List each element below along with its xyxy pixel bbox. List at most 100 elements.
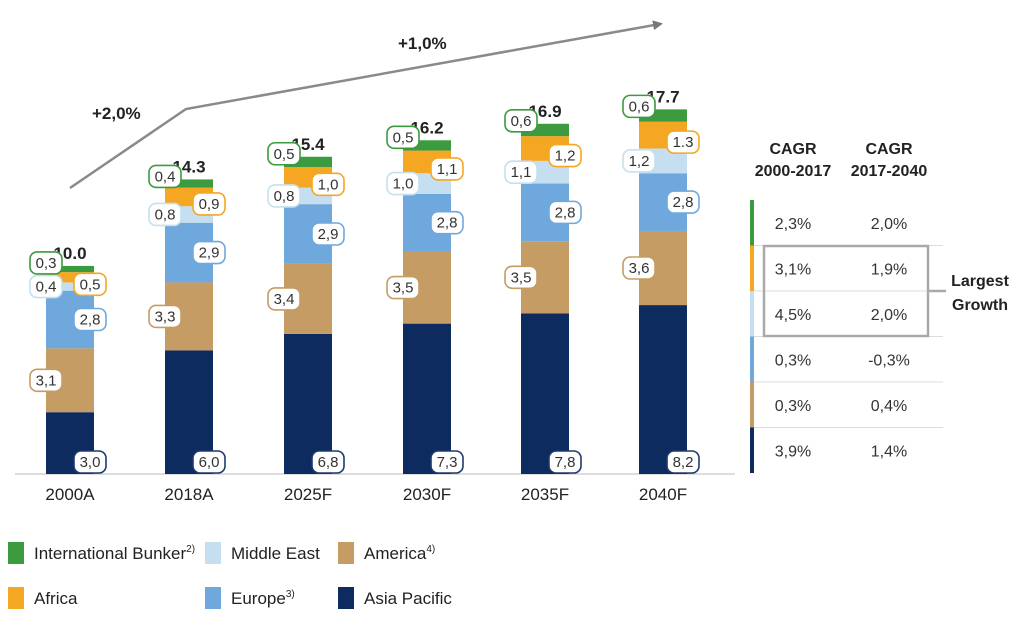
- svg-text:0,3: 0,3: [36, 255, 57, 272]
- svg-text:0,9: 0,9: [199, 196, 220, 213]
- bar-international-bunker-2025f: [284, 156, 332, 168]
- bar-middle-east-2000a: [46, 282, 94, 291]
- legend-item-asia-pacific: Asia Pacific: [338, 587, 452, 609]
- svg-text:1,2: 1,2: [555, 148, 576, 165]
- legend-swatch-middle-east: [205, 542, 221, 564]
- svg-text:0,8: 0,8: [155, 206, 176, 223]
- data-label-asia-pacific-2018a: 6,0: [192, 450, 226, 474]
- growth-label-2018-2040: +1,0%: [398, 34, 447, 53]
- svg-text:1,0: 1,0: [318, 176, 339, 193]
- bar-asia-pacific-2040f: [639, 305, 687, 474]
- cagr-header-1-line-1: CAGR: [769, 141, 817, 158]
- cagr-2000-2017-middle-east: 4,5%: [775, 307, 811, 324]
- svg-text:1,0: 1,0: [393, 176, 414, 193]
- data-label-africa-2018a: 0,9: [192, 192, 226, 216]
- x-tick-2018a: 2018A: [164, 485, 214, 504]
- svg-text:3,5: 3,5: [511, 269, 532, 286]
- data-label-europe-2018a: 2,9: [192, 240, 226, 265]
- data-label-africa-2040f: 1.3: [666, 130, 700, 154]
- cagr-header-2-line-1: CAGR: [865, 141, 913, 158]
- data-label-africa-2000a: 0,5: [73, 272, 107, 297]
- x-tick-2025f: 2025F: [284, 485, 332, 504]
- legend-swatch-asia-pacific: [338, 587, 354, 609]
- x-tick-2040f: 2040F: [639, 485, 687, 504]
- svg-text:2,8: 2,8: [555, 204, 576, 221]
- svg-text:3,0: 3,0: [80, 454, 101, 471]
- cagr-color-bar-asia-pacific: [750, 427, 754, 473]
- data-label-america-2025f: 3,4: [267, 287, 301, 311]
- svg-text:2,9: 2,9: [318, 226, 339, 243]
- cagr-table: CAGR 2000-2017 CAGR 2017-2040 2,3% 2,0% 3,1% 1,…: [750, 141, 1010, 473]
- legend-label-america: America4): [364, 544, 435, 563]
- svg-text:3,1: 3,1: [36, 372, 57, 389]
- svg-text:2,8: 2,8: [80, 312, 101, 329]
- largest-growth-label-line-2: Growth: [952, 297, 1008, 314]
- data-label-america-2000a: 3,1: [29, 368, 63, 393]
- cagr-2017-2040-europe: -0,3%: [868, 352, 910, 369]
- legend-item-middle-east: Middle East: [205, 542, 320, 564]
- bar-asia-pacific-2030f: [403, 323, 451, 474]
- legend-swatch-europe: [205, 587, 221, 609]
- data-label-africa-2035f: 1,2: [548, 143, 582, 168]
- svg-text:3,4: 3,4: [274, 291, 295, 308]
- svg-text:0,4: 0,4: [155, 168, 176, 185]
- data-label-europe-2030f: 2,8: [430, 210, 464, 235]
- svg-text:2,8: 2,8: [673, 194, 694, 211]
- data-label-international-bunker-2040f: 0,6: [622, 94, 656, 119]
- data-label-middle-east-2025f: 0,8: [267, 184, 301, 208]
- bar-africa-2000a: [46, 272, 94, 283]
- data-label-america-2030f: 3,5: [386, 275, 420, 300]
- svg-text:0,4: 0,4: [36, 279, 57, 296]
- bar-international-bunker-2030f: [403, 140, 451, 151]
- data-label-middle-east-2030f: 1,0: [386, 171, 420, 196]
- data-label-international-bunker-2030f: 0,5: [386, 125, 420, 150]
- legend-item-africa: Africa: [8, 587, 78, 609]
- data-label-asia-pacific-2025f: 6,8: [311, 450, 345, 474]
- x-tick-2030f: 2030F: [403, 485, 451, 504]
- cagr-2000-2017-asia-pacific: 3,9%: [775, 443, 811, 460]
- data-label-international-bunker-2035f: 0,6: [504, 109, 538, 133]
- legend: International Bunker2) Middle East America…: [8, 542, 452, 609]
- data-label-asia-pacific-2030f: 7,3: [430, 450, 464, 474]
- data-label-international-bunker-2000a: 0,3: [29, 251, 63, 275]
- data-label-middle-east-2000a: 0,4: [29, 274, 63, 299]
- cagr-color-bar-america: [750, 382, 754, 428]
- svg-text:2,8: 2,8: [437, 215, 458, 232]
- data-label-europe-2035f: 2,8: [548, 200, 582, 225]
- legend-item-america: America4): [338, 542, 435, 564]
- data-label-middle-east-2035f: 1,1: [504, 160, 538, 185]
- cagr-2017-2040-international-bunker: 2,0%: [871, 216, 907, 233]
- data-label-america-2018a: 3,3: [148, 304, 182, 329]
- cagr-2017-2040-middle-east: 2,0%: [871, 307, 907, 324]
- data-label-africa-2025f: 1,0: [311, 172, 345, 197]
- data-label-international-bunker-2025f: 0,5: [267, 141, 301, 166]
- bar-asia-pacific-2035f: [521, 313, 569, 474]
- data-label-america-2035f: 3,5: [504, 265, 538, 290]
- cagr-2017-2040-america: 0,4%: [871, 398, 907, 415]
- svg-text:1,1: 1,1: [437, 161, 458, 178]
- data-label-europe-2000a: 2,8: [73, 307, 107, 332]
- data-label-europe-2040f: 2,8: [666, 190, 700, 214]
- legend-item-europe: Europe3): [205, 587, 295, 609]
- data-label-europe-2025f: 2,9: [311, 222, 345, 246]
- cagr-color-bar-international-bunker: [750, 200, 754, 246]
- svg-text:3,6: 3,6: [629, 260, 650, 277]
- cagr-2000-2017-africa: 3,1%: [775, 261, 811, 278]
- svg-text:6,8: 6,8: [318, 454, 339, 471]
- legend-label-asia-pacific: Asia Pacific: [364, 589, 452, 608]
- data-label-asia-pacific-2035f: 7,8: [548, 450, 582, 474]
- legend-swatch-international-bunker: [8, 542, 24, 564]
- data-label-asia-pacific-2000a: 3,0: [73, 450, 107, 474]
- svg-text:1.3: 1.3: [673, 134, 694, 151]
- svg-text:7,8: 7,8: [555, 454, 576, 471]
- bars-layer: 10.03,03,12,80,4 0,50,32000A14.36,03,32,9…: [29, 87, 700, 504]
- cagr-2000-2017-international-bunker: 2,3%: [775, 216, 811, 233]
- legend-swatch-america: [338, 542, 354, 564]
- svg-text:0,5: 0,5: [274, 146, 295, 163]
- data-label-america-2040f: 3,6: [622, 256, 656, 280]
- cagr-2000-2017-america: 0,3%: [775, 398, 811, 415]
- data-label-middle-east-2018a: 0,8: [148, 202, 182, 227]
- growth-label-2000-2018: +2,0%: [92, 104, 141, 123]
- legend-swatch-africa: [8, 587, 24, 609]
